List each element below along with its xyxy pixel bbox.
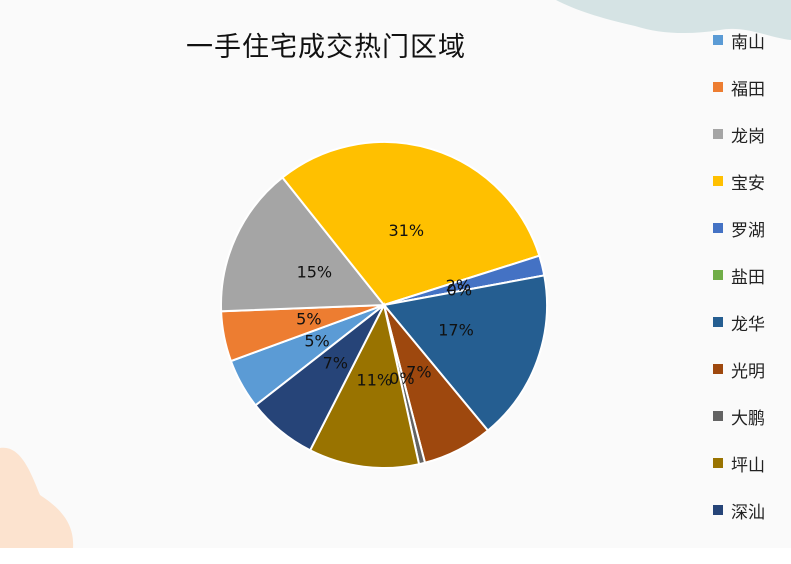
legend-swatch [713,411,723,421]
legend-item-0: 南山 [713,28,765,75]
legend-swatch [713,35,723,45]
legend-label: 光明 [731,362,765,382]
chart-legend: 南山福田龙岗宝安罗湖盐田龙华光明大鹏坪山深汕 [713,28,765,545]
data-label-0: 5% [304,332,329,351]
legend-swatch [713,129,723,139]
legend-label: 大鹏 [731,409,765,429]
legend-label: 南山 [731,33,765,53]
legend-item-1: 福田 [713,75,765,122]
legend-item-5: 盐田 [713,263,765,310]
legend-label: 宝安 [731,174,765,194]
pie-slice-3 [281,141,541,307]
pie-slice-6 [382,274,548,432]
legend-swatch [713,82,723,92]
data-label-3: 31% [389,221,425,240]
legend-item-4: 罗湖 [713,216,765,263]
legend-item-3: 宝安 [713,169,765,216]
data-label-7: 7% [406,363,431,382]
chart-area: 一手住宅成交热门区域 5% 5% 15% 31% 2% 0% 17% 7% 0% 11% 7% 南山… [0,0,791,548]
legend-item-9: 坪山 [713,451,765,498]
legend-label: 盐田 [731,268,765,288]
legend-swatch [713,458,723,468]
legend-swatch [713,317,723,327]
legend-item-6: 龙华 [713,310,765,357]
data-label-1: 5% [296,309,321,328]
pie-slice-9 [308,302,421,469]
legend-swatch [713,176,723,186]
legend-item-2: 龙岗 [713,122,765,169]
data-label-2: 15% [297,263,333,282]
data-label-6: 17% [438,321,474,340]
legend-label: 福田 [731,80,765,100]
chart-title: 一手住宅成交热门区域 [186,32,466,63]
legend-label: 龙华 [731,315,765,335]
legend-swatch [713,505,723,515]
legend-label: 深汕 [731,503,765,523]
decorative-background [0,0,791,548]
legend-swatch [713,270,723,280]
data-label-9: 11% [357,370,393,389]
pie-slice-2 [220,176,387,313]
legend-item-8: 大鹏 [713,404,765,451]
data-label-10: 7% [323,354,348,373]
pie-chart: 5%5%15%31%2%0%17%7%0%11%7% [220,141,548,469]
data-label-8: 0% [389,369,414,388]
pie-slice-10 [254,304,385,452]
data-label-4: 2% [446,276,471,295]
legend-swatch [713,223,723,233]
legend-label: 龙岗 [731,127,765,147]
legend-item-7: 光明 [713,357,765,404]
legend-label: 坪山 [731,456,765,476]
data-label-5: 0% [447,281,472,300]
legend-item-10: 深汕 [713,498,765,545]
legend-label: 罗湖 [731,221,765,241]
legend-swatch [713,364,723,374]
